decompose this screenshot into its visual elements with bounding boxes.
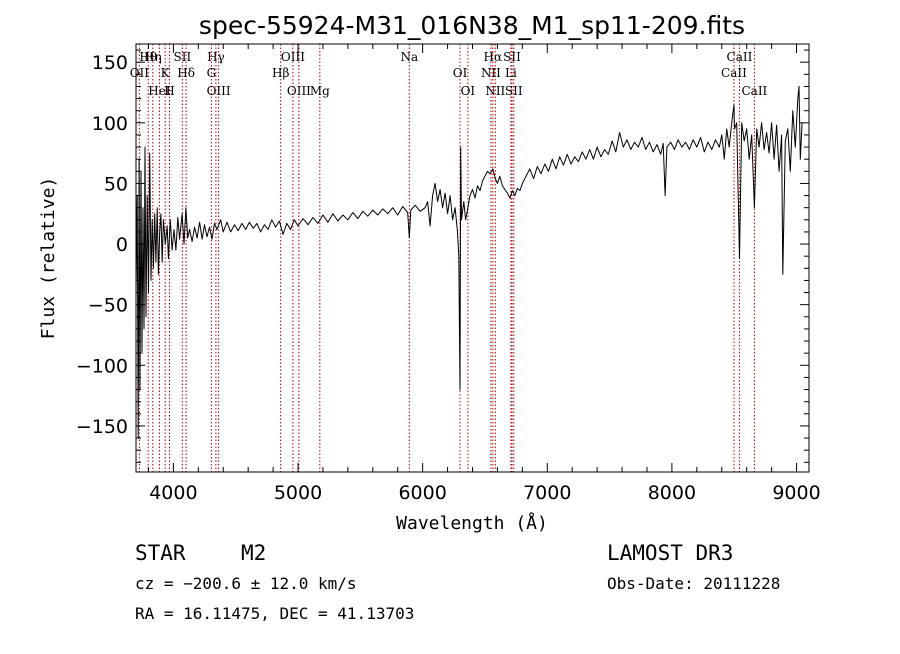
emission-line-label: SII [505,84,523,98]
emission-line-label: CaII [741,84,767,98]
emission-line-label: OIII [207,84,231,98]
plot-frame [135,43,810,473]
y-tick-label: −150 [76,416,128,438]
spectrum-line [135,85,803,439]
y-axis-label: Flux (relative) [38,177,59,340]
emission-line-label: CaII [721,66,747,80]
emission-line-label: Hα [484,50,503,64]
y-tick-label: −100 [76,355,128,377]
emission-line-label: Hη [144,50,162,64]
emission-line-markers [138,44,755,472]
emission-line-label: Na [400,50,418,64]
emission-line-label: NII [481,66,501,80]
object-class: STAR [135,541,186,565]
emission-line-label: OII [130,66,150,80]
emission-line-label: OI [453,66,468,80]
x-tick-label: 6000 [398,482,446,504]
emission-line-label: OIII [287,84,311,98]
emission-line-label: Hβ [272,66,289,80]
emission-line-label: H [164,84,174,98]
x-tick-label: 8000 [648,482,696,504]
emission-line-label: HeI [148,84,171,98]
coordinates-readout: RA = 16.11475, DEC = 41.13703 [135,604,414,623]
velocity-readout: cz = −200.6 ± 12.0 km/s [135,574,357,593]
chart-title: spec-55924-M31_016N38_M1_sp11-209.fits [199,11,745,40]
y-tick-label: 50 [104,173,128,195]
emission-line-label: Mg [310,84,330,98]
emission-line-label: CaII [727,50,753,64]
emission-line-label: OI [461,84,476,98]
y-tick-label: 150 [92,52,128,74]
emission-line-label: Hγ [207,50,225,64]
x-tick-label: 4000 [149,482,197,504]
x-tick-label: 5000 [274,482,322,504]
emission-line-label: NII [485,84,505,98]
spectrum-series [135,85,803,439]
y-tick-label: 100 [92,113,128,135]
emission-line-label: K [161,66,171,80]
x-axis-label: Wavelength (Å) [396,512,548,534]
survey-name: LAMOST DR3 [607,541,733,565]
emission-line-label: OIII [281,50,305,64]
object-subclass: M2 [241,541,266,565]
emission-line-label: Hδ [177,66,195,80]
y-tick-label: −50 [88,295,128,317]
observation-date: Obs-Date: 20111228 [607,574,780,593]
x-axis-ticks: 4000 5000 6000 7000 8000 9000 [147,44,821,504]
emission-line-label: Hθ [139,50,157,64]
x-tick-label: 7000 [523,482,571,504]
emission-line-label: SII [174,50,192,64]
x-tick-label: 9000 [772,482,820,504]
y-axis-ticks: −150 −100 −50 0 50 100 150 [76,49,809,463]
emission-line-label: Li [505,66,517,80]
emission-line-label: SII [503,50,521,64]
y-tick-label: 0 [116,234,128,256]
emission-line-labels: Hθ OII HeI Hη KH SII Hδ OIII Hγ G OIII OIII Hβ Mg Na OI… [130,50,768,98]
emission-line-label: G [207,66,217,80]
